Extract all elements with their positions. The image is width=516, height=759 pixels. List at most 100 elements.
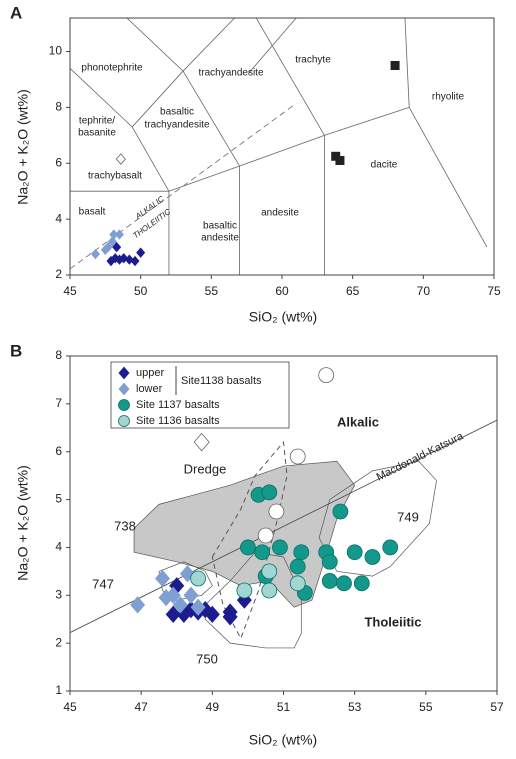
annotation: Tholeiitic bbox=[364, 614, 421, 629]
y-tick-label: 1 bbox=[55, 683, 62, 697]
marker bbox=[289, 575, 306, 592]
x-tick-label: 55 bbox=[419, 700, 433, 714]
x-tick-label: 49 bbox=[206, 700, 220, 714]
marker bbox=[114, 229, 124, 240]
x-tick-label: 50 bbox=[134, 284, 148, 298]
y-tick-label: 3 bbox=[55, 587, 62, 601]
x-tick-label: 45 bbox=[63, 284, 77, 298]
x-axis-title: SiO₂ (wt%) bbox=[249, 732, 317, 748]
x-tick-label: 57 bbox=[490, 700, 504, 714]
marker bbox=[165, 605, 181, 624]
x-tick-label: 75 bbox=[487, 284, 501, 298]
marker bbox=[103, 241, 113, 253]
marker bbox=[332, 503, 349, 520]
field-label: 750 bbox=[196, 651, 218, 666]
y-tick-label: 2 bbox=[55, 267, 62, 281]
marker bbox=[289, 558, 306, 575]
annotation: Alkalic bbox=[337, 414, 379, 429]
legend-label: lower bbox=[136, 383, 163, 395]
marker bbox=[155, 569, 171, 588]
marker bbox=[130, 596, 146, 614]
marker bbox=[115, 153, 126, 165]
annotation: rhyolite bbox=[432, 92, 465, 103]
field-label: 749 bbox=[397, 509, 419, 524]
marker bbox=[272, 539, 288, 556]
reference-line bbox=[70, 419, 497, 633]
x-axis-title: SiO₂ (wt%) bbox=[249, 309, 317, 325]
field-boundary bbox=[126, 18, 241, 275]
y-axis-title: Na₂O + K₂O (wt%) bbox=[15, 89, 31, 205]
legend-box bbox=[110, 361, 290, 429]
marker bbox=[107, 236, 117, 247]
marker bbox=[336, 575, 352, 592]
marker bbox=[136, 247, 146, 258]
field-label: 747 bbox=[92, 576, 114, 591]
marker bbox=[124, 254, 134, 265]
legend-group-label: Site1138 basalts bbox=[181, 375, 262, 387]
marker bbox=[90, 248, 100, 260]
y-axis-title: Na₂O + K₂O (wt%) bbox=[15, 465, 31, 581]
x-tick-label: 55 bbox=[205, 284, 219, 298]
field-boundary bbox=[70, 103, 297, 270]
marker bbox=[193, 432, 210, 452]
marker bbox=[364, 549, 381, 565]
marker bbox=[382, 539, 399, 556]
y-tick-label: 6 bbox=[55, 444, 62, 458]
plot-area bbox=[70, 367, 497, 649]
marker bbox=[390, 60, 400, 70]
annotation: andesite bbox=[201, 233, 239, 244]
y-tick-label: 8 bbox=[55, 100, 62, 114]
annotation: basaltic bbox=[203, 221, 237, 232]
panel-letter: A bbox=[10, 3, 22, 22]
marker bbox=[254, 544, 271, 561]
annotation: tephrite/ bbox=[79, 116, 115, 127]
field-label: 738 bbox=[114, 518, 136, 533]
field-boundary bbox=[70, 67, 170, 275]
x-tick-label: 60 bbox=[275, 284, 289, 298]
marker bbox=[353, 575, 370, 592]
y-tick-label: 7 bbox=[55, 396, 62, 410]
marker bbox=[321, 553, 338, 570]
y-tick-label: 8 bbox=[55, 348, 62, 362]
x-tick-label: 51 bbox=[277, 700, 291, 714]
marker bbox=[204, 605, 220, 624]
marker bbox=[261, 563, 278, 580]
marker bbox=[190, 570, 207, 587]
annotation: basalt bbox=[79, 207, 106, 218]
x-tick-label: 53 bbox=[348, 700, 362, 714]
field-boundary bbox=[255, 18, 325, 275]
annotation: Dredge bbox=[184, 461, 227, 476]
panel-letter: B bbox=[10, 341, 22, 360]
marker bbox=[261, 582, 278, 599]
y-tick-label: 6 bbox=[55, 155, 62, 169]
marker bbox=[165, 586, 181, 604]
y-tick-label: 4 bbox=[55, 540, 62, 554]
marker bbox=[106, 255, 116, 267]
y-tick-label: 4 bbox=[55, 211, 62, 225]
marker bbox=[268, 503, 285, 520]
field bbox=[211, 440, 288, 640]
annotation: basaltic bbox=[160, 107, 194, 118]
field-boundary bbox=[408, 107, 488, 248]
x-tick-label: 47 bbox=[134, 700, 148, 714]
annotation: trachyte bbox=[295, 55, 331, 66]
annotation: trachyandesite bbox=[198, 68, 263, 79]
reference-label: Macdonald-Katsura bbox=[375, 430, 467, 484]
field-boundary bbox=[247, 18, 297, 75]
plot-area bbox=[70, 18, 488, 275]
legend-label: Site 1137 basalts bbox=[136, 399, 220, 411]
legend-label: upper bbox=[136, 367, 164, 379]
x-tick-label: 65 bbox=[346, 284, 360, 298]
marker bbox=[172, 596, 188, 614]
marker bbox=[112, 241, 122, 253]
marker bbox=[261, 484, 278, 501]
marker bbox=[240, 539, 256, 556]
legend-label: Site 1136 basalts bbox=[136, 415, 220, 427]
legend-marker bbox=[118, 382, 130, 396]
marker bbox=[236, 582, 253, 599]
marker bbox=[346, 544, 363, 561]
y-tick-label: 5 bbox=[55, 492, 62, 506]
legend-marker bbox=[118, 415, 130, 427]
marker bbox=[109, 229, 119, 240]
